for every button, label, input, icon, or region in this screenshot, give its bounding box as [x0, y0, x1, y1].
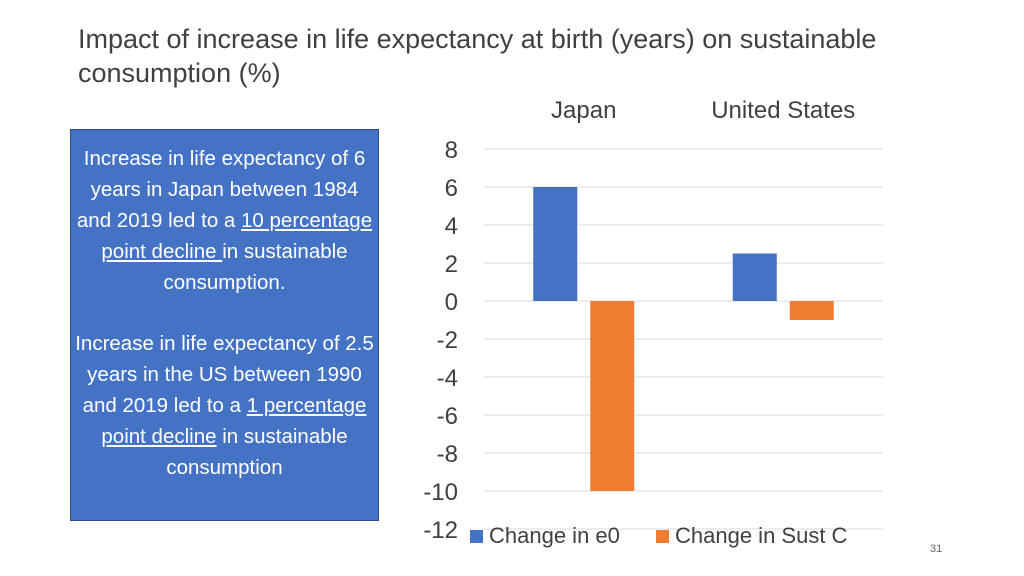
- slide-title-line2: consumption (%): [78, 58, 281, 88]
- y-tick-label: -12: [423, 517, 458, 544]
- info-text: in sustainable consumption: [166, 425, 348, 479]
- info-paragraph-japan: Increase in life expectancy of 6 years i…: [71, 143, 378, 298]
- y-tick-label: 0: [445, 289, 458, 316]
- info-paragraph-us: Increase in life expectancy of 2.5 years…: [71, 328, 378, 483]
- y-tick-label: -10: [423, 479, 458, 506]
- bar-change-in-e0: [732, 253, 777, 301]
- category-label: United States: [711, 97, 855, 124]
- bar-change-in-sust-c: [789, 301, 834, 320]
- info-text: in sustainable consumption.: [163, 240, 348, 294]
- y-tick-label: 6: [445, 175, 458, 202]
- bar-change-in-e0: [533, 187, 578, 301]
- bar-change-in-sust-c: [590, 301, 635, 491]
- slide-title-line1: Impact of increase in life expectancy at…: [78, 24, 877, 54]
- y-tick-label: 2: [445, 251, 458, 278]
- y-tick-label: 4: [445, 213, 458, 240]
- info-highlight: 10 percentage point decline: [101, 209, 373, 263]
- legend-label: Change in e0: [489, 523, 620, 548]
- info-text: Increase in life expectancy of 6 years i…: [76, 147, 366, 232]
- y-tick-label: -8: [437, 441, 458, 468]
- info-box: Increase in life expectancy of 6 years i…: [70, 129, 379, 521]
- info-highlight: 1 percentage point decline: [101, 394, 367, 448]
- info-text: Increase in life expectancy of 2.5 years…: [75, 332, 374, 417]
- legend-swatch: [470, 530, 483, 543]
- y-tick-label: -4: [437, 365, 458, 392]
- y-tick-label: -2: [437, 327, 458, 354]
- page-number: 31: [930, 543, 943, 555]
- y-tick-label: -6: [437, 403, 458, 430]
- category-label: Japan: [551, 97, 616, 124]
- slide-title: Impact of increase in life expectancy at…: [78, 22, 978, 90]
- legend-label: Change in Sust C: [675, 523, 848, 548]
- y-tick-label: 8: [445, 137, 458, 164]
- bar-chart: 8 6 4 2 0 -2 -4 -6 -8 -10 -12 Japan United States Cha…: [423, 97, 883, 548]
- legend-swatch: [656, 530, 669, 543]
